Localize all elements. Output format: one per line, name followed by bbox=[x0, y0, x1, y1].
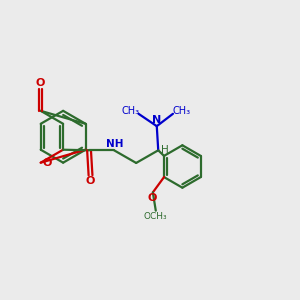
Text: H: H bbox=[161, 145, 169, 155]
Text: NH: NH bbox=[106, 139, 123, 149]
Text: CH₃: CH₃ bbox=[121, 106, 139, 116]
Text: O: O bbox=[148, 193, 157, 203]
Text: O: O bbox=[43, 158, 52, 168]
Text: CH₃: CH₃ bbox=[172, 106, 190, 116]
Text: N: N bbox=[152, 115, 161, 125]
Text: O: O bbox=[86, 176, 95, 186]
Text: O: O bbox=[35, 79, 45, 88]
Text: OCH₃: OCH₃ bbox=[144, 212, 168, 221]
